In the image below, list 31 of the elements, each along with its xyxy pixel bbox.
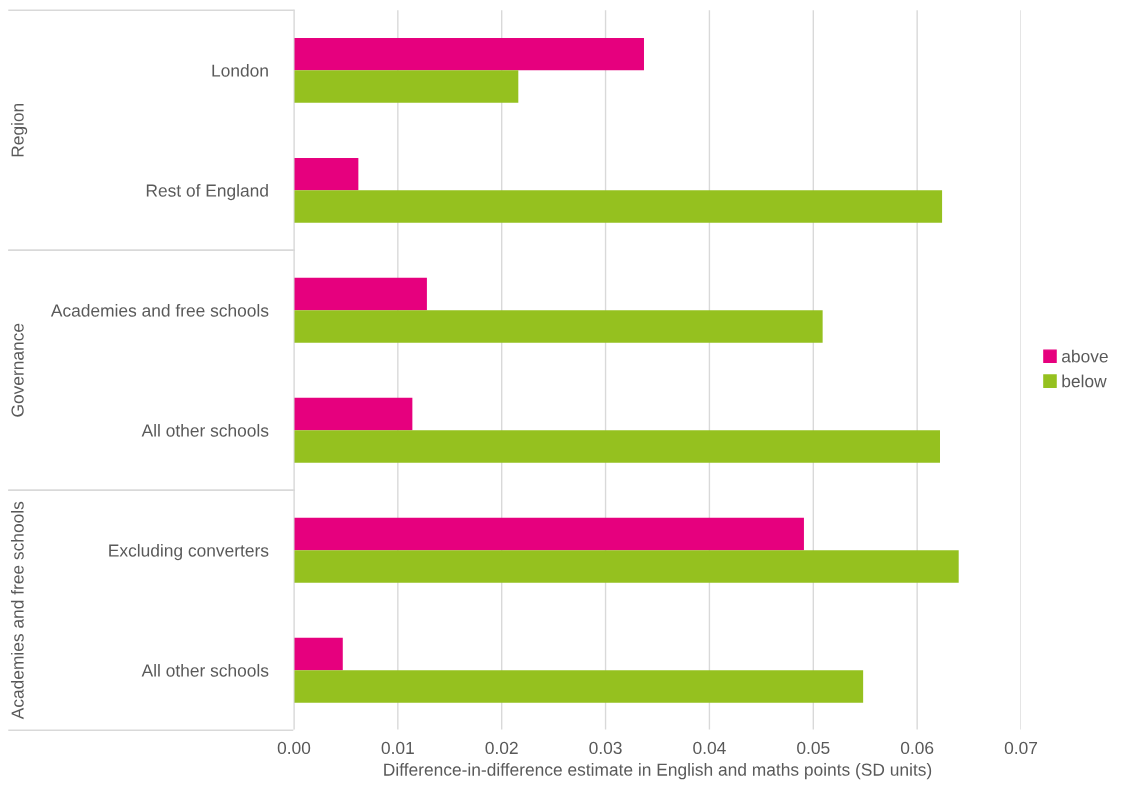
y-tick-label: Excluding converters: [109, 543, 269, 561]
bar: [293, 277, 427, 311]
text: Region: [10, 103, 28, 157]
y-tick-label: London: [212, 64, 268, 77]
x-axis-title: Difference-in-difference estimate in English and maths points (SD units): [384, 763, 932, 780]
bar: [293, 517, 804, 551]
x-tick-label: 0.00: [277, 741, 311, 755]
bar: [293, 190, 943, 223]
y-tick-label: Rest of England: [146, 183, 268, 201]
legend-label: below: [1062, 374, 1107, 388]
bar: [293, 157, 359, 191]
x-tick-label: 0.05: [797, 741, 830, 755]
bar: [293, 550, 959, 583]
bar: [293, 637, 343, 671]
x-tick-label: 0.07: [1004, 741, 1038, 755]
bar: [293, 37, 644, 71]
bar: [293, 310, 823, 343]
text: Governance: [11, 323, 24, 417]
x-tick-label: 0.06: [900, 741, 934, 755]
y-tick-label: All other schools: [141, 663, 269, 677]
bar: [293, 670, 864, 703]
x-tick-label: 0.03: [589, 741, 622, 755]
x-tick-label: 0.04: [693, 741, 726, 755]
y-tick-label: Academies and free schools: [50, 303, 269, 317]
bar: [293, 70, 519, 103]
bar: [293, 430, 941, 463]
x-tick-label: 0.02: [485, 741, 518, 755]
x-tick-label: 0.01: [381, 741, 414, 755]
legend-label: above: [1062, 349, 1108, 363]
y-tick-label: All other schools: [141, 423, 269, 437]
bar: [293, 397, 413, 431]
